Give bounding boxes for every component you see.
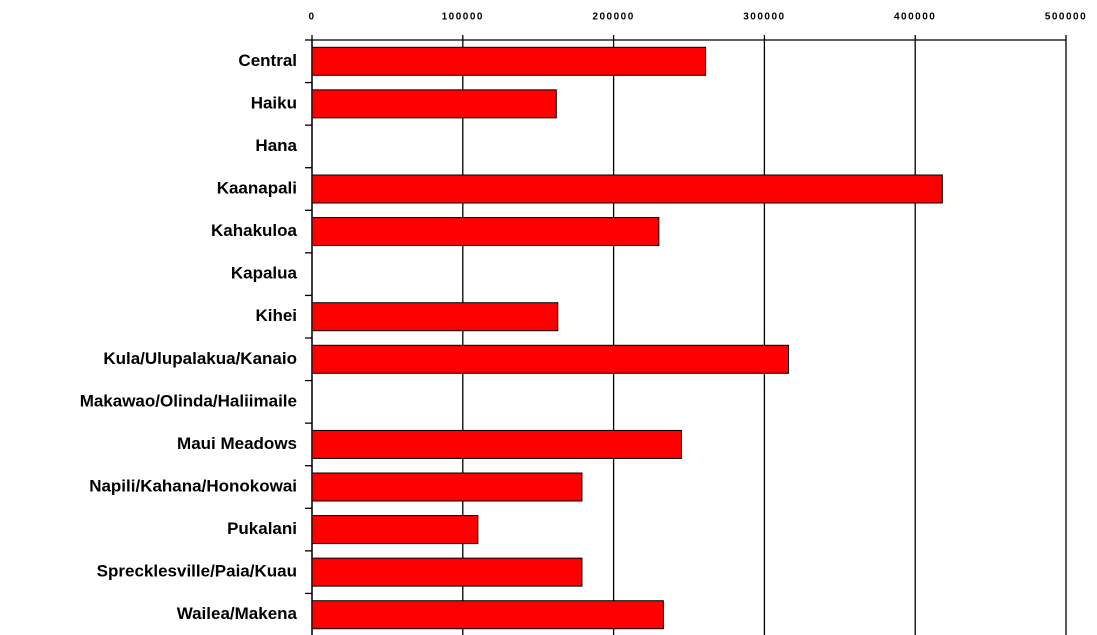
y-tick-label: Hana [255,136,297,155]
bar [311,46,707,76]
y-tick-label: Kula/Ulupalakua/Kanaio [103,349,297,368]
bar [311,89,557,119]
y-tick-label: Kaanapali [217,178,297,197]
x-tick-label: 100000 [442,12,484,23]
y-tick-label: Maui Meadows [177,434,297,453]
x-tick-label: 0 [308,12,315,23]
bar [311,557,583,587]
y-tick-label: Makawao/Olinda/Haliimaile [80,391,297,410]
y-tick-label: Kapalua [231,264,298,283]
x-tick-label: 200000 [592,12,634,23]
bar [311,174,943,204]
y-tick-label: Haiku [251,93,297,112]
bar [311,429,682,459]
bar [311,302,559,332]
bar [311,515,479,545]
bar [311,344,790,374]
x-tick-label: 500000 [1045,12,1087,23]
bar [311,472,583,502]
x-tick-label: 300000 [743,12,785,23]
y-tick-label: Sprecklesville/Paia/Kuau [97,562,297,581]
y-tick-label: Wailea/Makena [177,604,298,623]
x-tick-label: 400000 [894,12,936,23]
y-tick-label: Napili/Kahana/Honokowai [89,476,297,495]
bar [311,217,660,247]
bar [311,600,664,630]
y-tick-label: Kihei [255,306,297,325]
y-tick-label: Pukalani [227,519,297,538]
y-tick-label: Kahakuloa [211,221,298,240]
y-tick-label: Central [238,51,297,70]
